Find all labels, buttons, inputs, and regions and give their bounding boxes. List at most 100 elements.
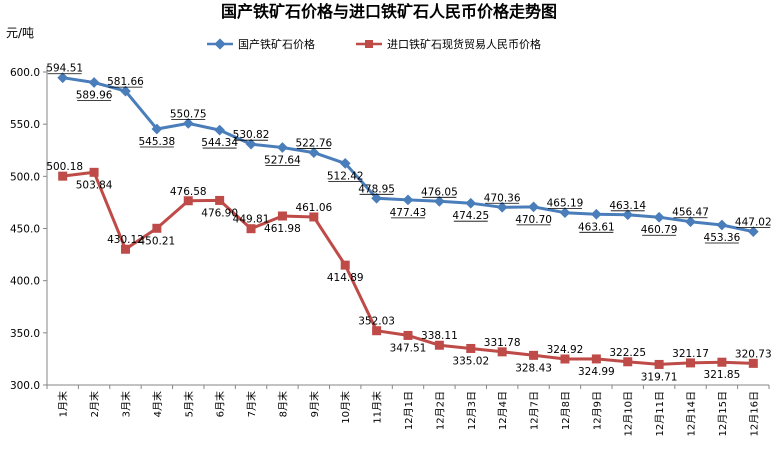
- data-point: [371, 192, 382, 204]
- data-point: [497, 347, 507, 357]
- y-axis-unit: 元/吨: [6, 26, 34, 40]
- data-point: [748, 358, 758, 368]
- series-markers: [57, 72, 759, 369]
- x-tick-label: 12月7日: [529, 391, 541, 430]
- data-point: [591, 354, 601, 364]
- data-point: [339, 158, 351, 169]
- data-label: 321.85: [704, 369, 741, 381]
- data-label: 461.98: [264, 223, 301, 235]
- data-point: [466, 343, 476, 353]
- data-point: [717, 357, 727, 367]
- data-label: 319.71: [641, 371, 678, 383]
- data-point: [465, 197, 477, 209]
- data-point: [560, 354, 570, 364]
- x-tick-label: 12月8日: [560, 391, 572, 430]
- data-point: [622, 209, 634, 221]
- y-tick-label: 450.0: [10, 224, 40, 236]
- data-label: 476.05: [421, 186, 458, 198]
- data-point: [89, 167, 99, 177]
- data-label: 581.66: [107, 76, 144, 88]
- x-tick-label: 4月末: [151, 391, 164, 417]
- x-tick-label: 2月末: [88, 391, 101, 417]
- data-point: [685, 216, 696, 228]
- data-label: 512.42: [327, 170, 364, 182]
- data-point: [151, 123, 163, 135]
- data-label: 322.25: [609, 347, 646, 359]
- data-point: [529, 350, 539, 360]
- y-tick-label: 400.0: [10, 276, 40, 288]
- data-label: 474.25: [452, 210, 489, 222]
- x-tick-label: 12月3日: [466, 391, 478, 430]
- x-tick-label: 12月9日: [591, 391, 603, 430]
- x-tick-label: 8月末: [276, 391, 289, 417]
- data-point: [559, 207, 571, 219]
- legend-label-domestic: 国产铁矿石价格: [238, 37, 315, 51]
- data-label: 461.06: [295, 202, 332, 214]
- data-label: 335.02: [452, 355, 489, 367]
- data-point: [372, 326, 382, 336]
- data-point: [214, 124, 226, 136]
- data-point: [496, 201, 508, 213]
- data-label: 522.76: [295, 138, 332, 150]
- data-label: 447.02: [735, 217, 772, 229]
- data-point: [434, 340, 444, 350]
- data-point: [152, 223, 162, 233]
- data-point: [686, 358, 696, 368]
- y-tick-label: 350.0: [10, 328, 40, 340]
- series-lines: [62, 76, 754, 366]
- legend: 国产铁矿石价格 进口铁矿石现货贸易人民币价格: [207, 37, 541, 51]
- data-label: 338.11: [421, 330, 458, 342]
- data-label: 430.12: [107, 234, 144, 246]
- data-label: 594.51: [46, 63, 83, 75]
- data-label: 503.84: [76, 179, 113, 191]
- data-label: 476.90: [201, 207, 238, 219]
- data-point: [309, 212, 319, 222]
- y-tick-label: 500.0: [10, 171, 40, 183]
- data-label: 470.70: [515, 214, 552, 226]
- data-point: [623, 357, 633, 367]
- data-point: [215, 195, 225, 205]
- data-point: [120, 85, 131, 97]
- data-label: 545.38: [138, 136, 175, 148]
- data-point: [277, 142, 288, 153]
- data-point: [402, 194, 414, 206]
- legend-marker-domestic: [214, 38, 226, 50]
- data-point: [716, 219, 728, 231]
- data-point: [590, 208, 602, 220]
- data-label: 544.34: [201, 137, 238, 149]
- data-label: 530.82: [233, 129, 270, 141]
- data-point: [246, 224, 256, 234]
- y-axis-ticks: 600.0 550.0 500.0 450.0 400.0 350.0 300.0: [10, 67, 47, 392]
- x-tick-label: 6月末: [214, 391, 227, 417]
- x-tick-label: 11月末: [371, 391, 384, 424]
- axes: [46, 66, 769, 386]
- data-point: [528, 201, 539, 213]
- data-label: 328.43: [515, 362, 552, 374]
- data-point: [277, 211, 287, 221]
- x-tick-label: 12月10日: [623, 391, 635, 436]
- data-label: 456.47: [672, 207, 709, 219]
- x-tick-label: 12月1日: [403, 391, 415, 430]
- data-point: [340, 260, 350, 270]
- data-label: 589.96: [76, 89, 113, 101]
- data-label: 449.81: [233, 214, 270, 226]
- data-label: 453.36: [704, 232, 741, 244]
- data-point: [308, 147, 320, 158]
- data-point: [182, 118, 194, 129]
- x-axis-ticks: 1月末 2月末 3月末 4月末 5月末 6月末 7月末 8月末 9月末 10月末 11月末 12月1日…: [46, 385, 770, 436]
- x-tick-label: 12月15日: [717, 391, 729, 436]
- data-label: 470.36: [484, 192, 521, 204]
- data-point: [653, 211, 665, 223]
- data-label: 465.19: [547, 198, 584, 210]
- data-label: 478.95: [358, 183, 395, 195]
- data-label: 347.51: [390, 342, 427, 354]
- data-point: [88, 77, 100, 88]
- data-point: [654, 359, 664, 369]
- data-label: 500.18: [46, 161, 83, 173]
- data-point: [120, 244, 130, 254]
- data-point: [57, 72, 69, 84]
- x-tick-label: 9月末: [308, 391, 321, 417]
- x-tick-label: 1月末: [57, 391, 70, 417]
